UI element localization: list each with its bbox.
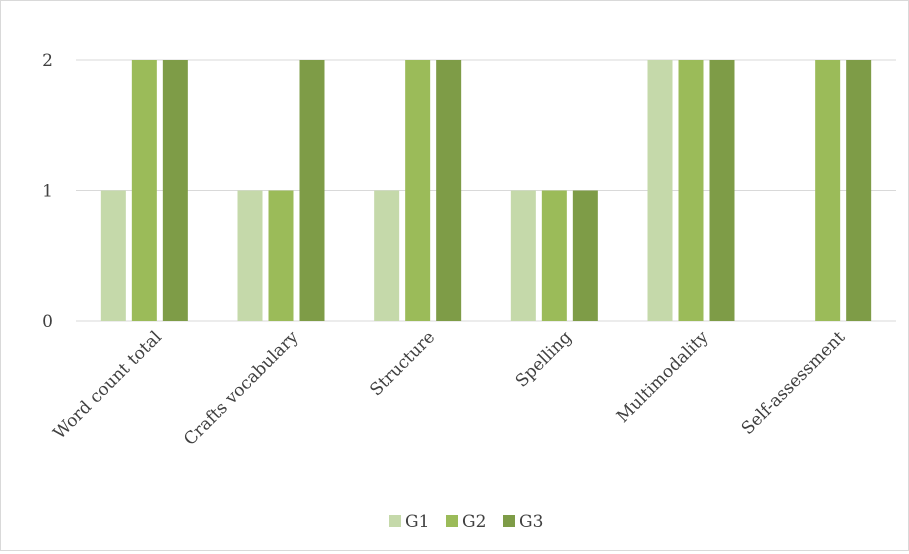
legend-label-g2: G2 bbox=[462, 512, 486, 532]
bar-g1 bbox=[100, 190, 126, 321]
y-axis-ticks: 0 1 2 bbox=[42, 51, 53, 332]
bar-g2 bbox=[131, 60, 157, 321]
bar-g1 bbox=[647, 60, 673, 321]
bar-g2 bbox=[268, 190, 294, 321]
y-tick-label: 1 bbox=[42, 182, 53, 202]
x-category-label: Crafts vocabulary bbox=[180, 327, 303, 450]
x-category-label: Word count total bbox=[50, 327, 166, 443]
legend-label-g1: G1 bbox=[405, 512, 429, 532]
x-axis-category-labels: Word count total Crafts vocabulary Structu… bbox=[50, 327, 850, 450]
bar-g3 bbox=[846, 60, 872, 321]
x-category-label: Structure bbox=[366, 327, 439, 400]
x-category-label: Spelling bbox=[512, 327, 576, 391]
bars bbox=[100, 60, 872, 321]
bar-g3 bbox=[572, 190, 598, 321]
legend-swatch-g2 bbox=[446, 515, 458, 527]
bar-g2 bbox=[678, 60, 704, 321]
bar-g2 bbox=[815, 60, 841, 321]
bar-g2 bbox=[541, 190, 567, 321]
bar-g1 bbox=[374, 190, 400, 321]
bar-g2 bbox=[405, 60, 431, 321]
bar-g3 bbox=[709, 60, 735, 321]
y-tick-label: 0 bbox=[42, 312, 53, 332]
legend-label-g3: G3 bbox=[519, 512, 543, 532]
bar-g3 bbox=[299, 60, 325, 321]
bar-g3 bbox=[436, 60, 462, 321]
y-tick-label: 2 bbox=[42, 51, 53, 71]
legend-swatch-g1 bbox=[389, 515, 401, 527]
legend-swatch-g3 bbox=[503, 515, 515, 527]
bar-g1 bbox=[510, 190, 536, 321]
gridlines bbox=[76, 59, 896, 322]
bar-g1 bbox=[237, 190, 263, 321]
bar-g3 bbox=[162, 60, 188, 321]
x-category-label: Self-assessment bbox=[738, 327, 850, 439]
x-category-label: Multimodality bbox=[613, 327, 713, 427]
legend: G1 G2 G3 bbox=[389, 512, 543, 532]
